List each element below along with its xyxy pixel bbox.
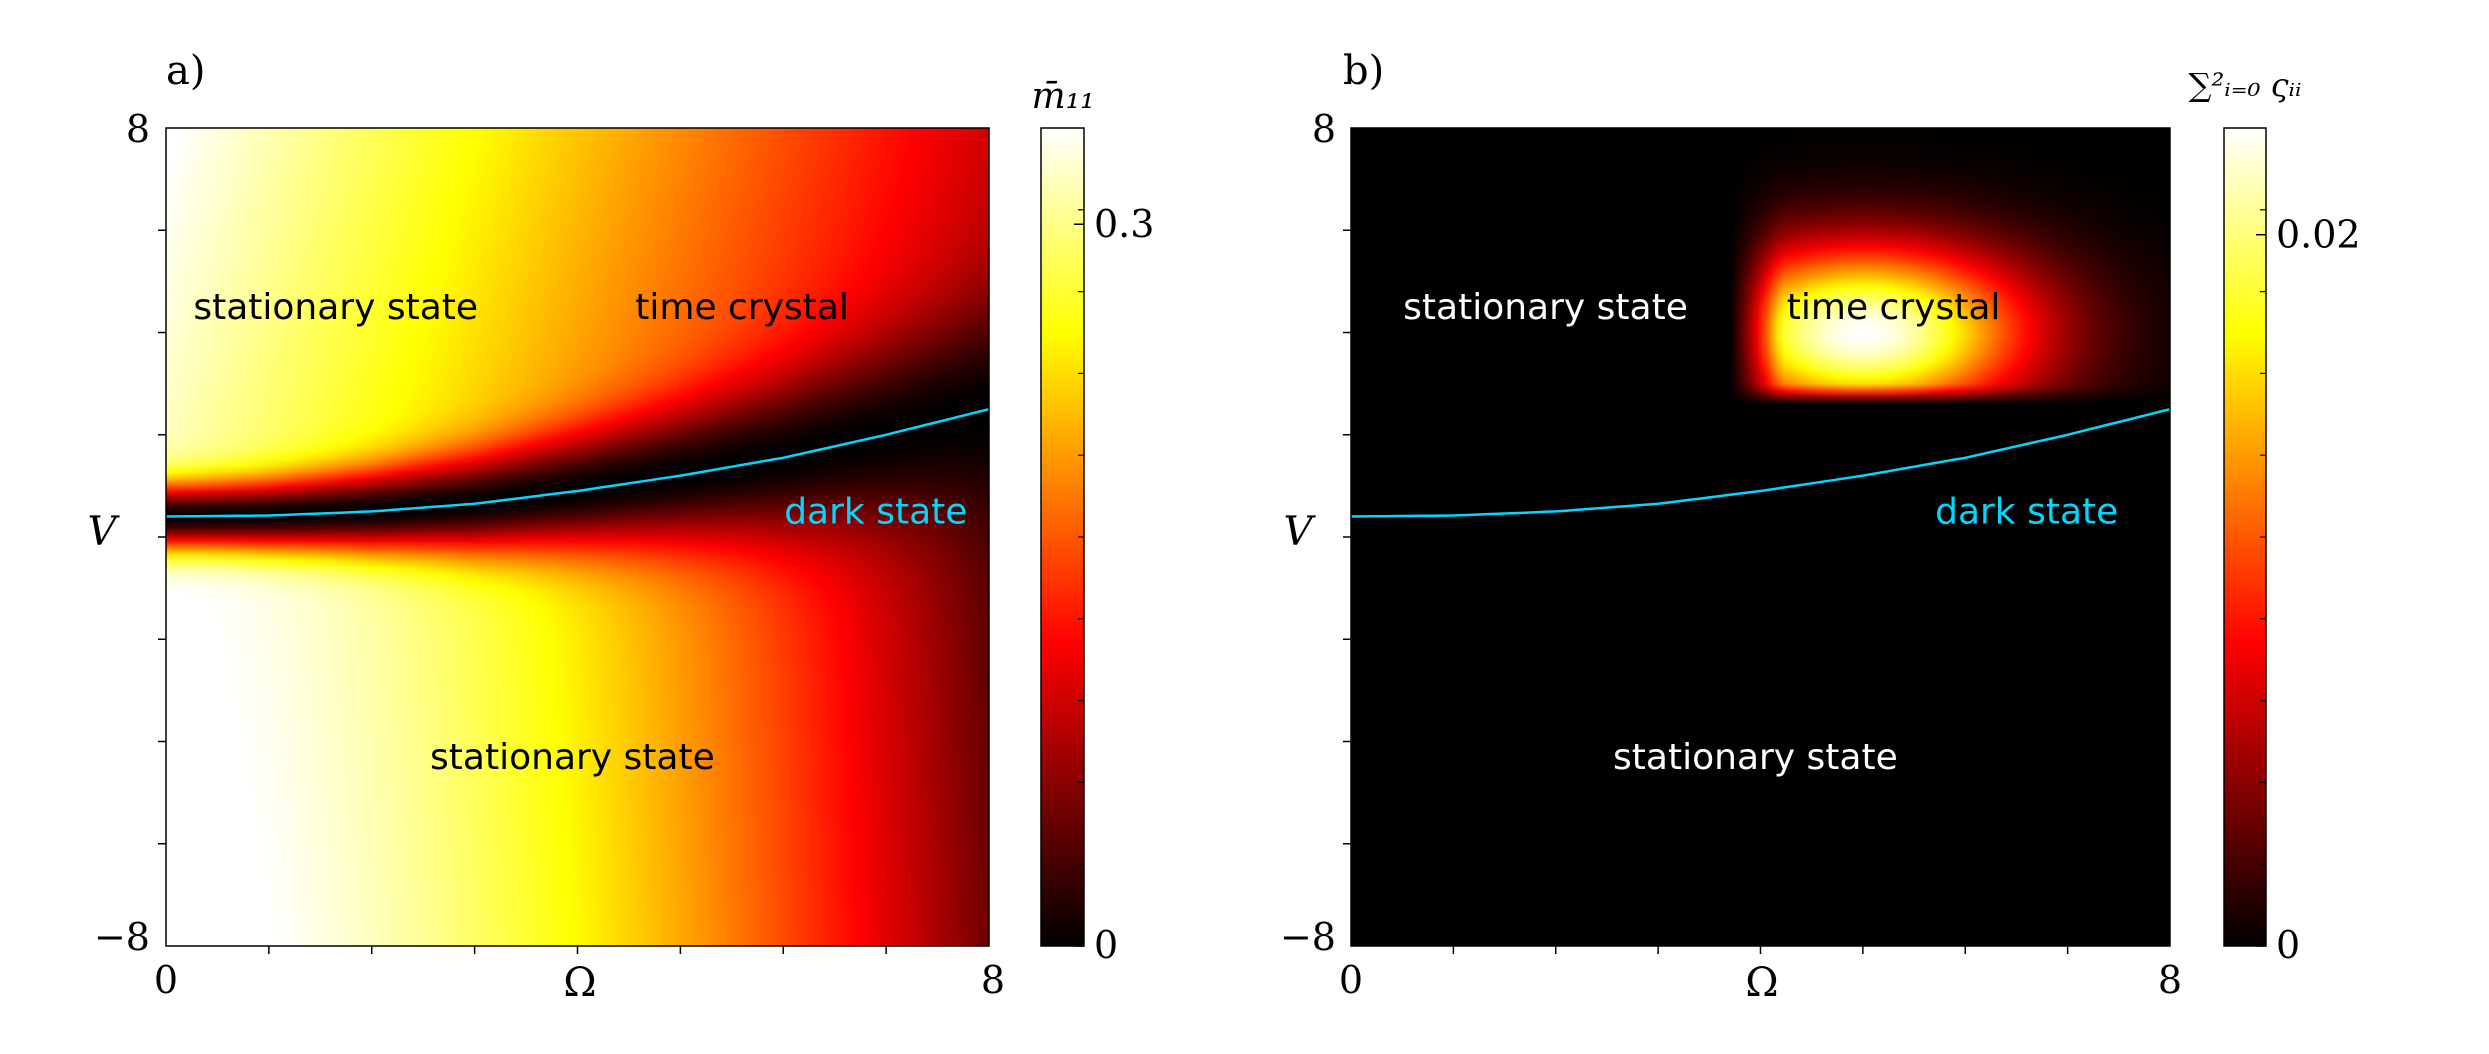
panel-a-colorbar-label: m̄₁₁: [1032, 76, 1095, 117]
panel-a-colorbar-ticks: [1074, 209, 1084, 947]
panel-b-ylabel: V: [1284, 509, 1317, 555]
panel-a: a) 8 −8 0 8 Ω V stationary state time cr…: [88, 48, 1155, 1006]
panel-b-ytick-top: 8: [1312, 107, 1336, 151]
panel-b-colorbar-tick-low: 0: [2276, 923, 2300, 967]
panel-b-dark-state-curve: [1351, 407, 2170, 518]
panel-a-ytick-top: 8: [126, 107, 150, 151]
panel-b-colorbar-tick-high: 0.02: [2276, 213, 2361, 257]
panel-b-xtick-left: 0: [1339, 958, 1363, 1002]
panel-a-xlabel: Ω: [563, 960, 596, 1006]
panel-a-xtick-left: 0: [154, 958, 178, 1002]
panel-a-ticks: [158, 229, 887, 954]
panel-b-xtick-right: 8: [2158, 958, 2182, 1002]
panel-a-heatmap: [166, 128, 989, 946]
panel-b: b) 8 −8 0 8 Ω V stationary state time cr…: [1280, 48, 2361, 1006]
panel-b-annotation-stationary-bottom: stationary state: [1613, 737, 1898, 778]
panel-a-colorbar-gradient: [1040, 127, 1085, 947]
panel-a-heatmap-image: [166, 128, 989, 946]
panel-b-colorbar-gradient: [2223, 127, 2267, 947]
panel-a-dark-state-curve: [166, 407, 989, 518]
panel-b-annotation-time-crystal: time crystal: [1787, 287, 2001, 328]
panel-a-label: a): [166, 48, 205, 94]
panel-b-heatmap-image: [1351, 128, 2170, 946]
panel-b-annotation-dark-state: dark state: [1935, 491, 2118, 532]
panel-b-ytick-bottom: −8: [1280, 915, 1336, 959]
panel-a-xtick-right: 8: [981, 958, 1005, 1002]
panel-a-colorbar-tick-low: 0: [1094, 923, 1118, 967]
panel-b-colorbar-label: ∑²ᵢ₌₀ ςᵢᵢ: [2189, 66, 2302, 104]
panel-b-colorbar-ticks: [2256, 209, 2266, 947]
panel-a-colorbar: m̄₁₁ 0.3 0: [1032, 76, 1155, 967]
panel-a-annotation-stationary-bottom: stationary state: [430, 737, 715, 778]
panel-b-xlabel: Ω: [1745, 960, 1778, 1006]
panel-a-annotation-dark-state: dark state: [784, 491, 967, 532]
panel-a-annotation-stationary-top: stationary state: [193, 287, 478, 328]
panel-a-annotation-time-crystal: time crystal: [635, 287, 849, 328]
panel-a-ytick-bottom: −8: [94, 915, 150, 959]
panel-b-ticks: [1343, 229, 2069, 954]
panel-b-heatmap: [1351, 128, 2170, 946]
panel-b-annotation-stationary-top: stationary state: [1403, 287, 1688, 328]
panel-b-colorbar: ∑²ᵢ₌₀ ςᵢᵢ 0.02 0: [2189, 66, 2361, 967]
panel-a-ylabel: V: [88, 509, 121, 555]
panel-a-colorbar-tick-high: 0.3: [1094, 202, 1154, 246]
panel-b-label: b): [1343, 48, 1384, 94]
